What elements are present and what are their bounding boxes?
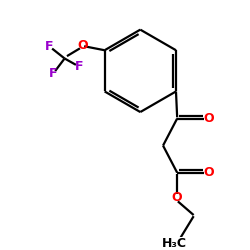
- Text: O: O: [203, 112, 214, 125]
- Text: F: F: [45, 40, 54, 53]
- Text: O: O: [172, 191, 182, 204]
- Text: O: O: [77, 39, 88, 52]
- Text: F: F: [74, 60, 83, 73]
- Text: O: O: [203, 166, 214, 179]
- Text: H₃C: H₃C: [162, 237, 187, 250]
- Text: F: F: [48, 67, 57, 80]
